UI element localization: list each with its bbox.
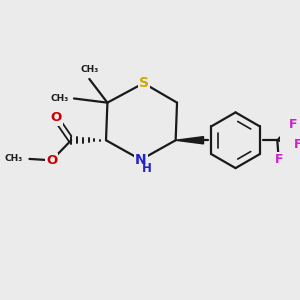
Text: F: F [294,138,300,151]
Text: H: H [142,162,152,175]
Text: CH₃: CH₃ [4,154,22,164]
Polygon shape [176,136,203,144]
Text: N: N [135,153,147,167]
Text: CH₃: CH₃ [80,65,98,74]
Text: F: F [274,153,283,166]
Text: CH₃: CH₃ [50,94,68,103]
Text: S: S [139,76,148,90]
Text: O: O [50,112,62,124]
Text: O: O [46,154,57,167]
Text: F: F [288,118,297,131]
